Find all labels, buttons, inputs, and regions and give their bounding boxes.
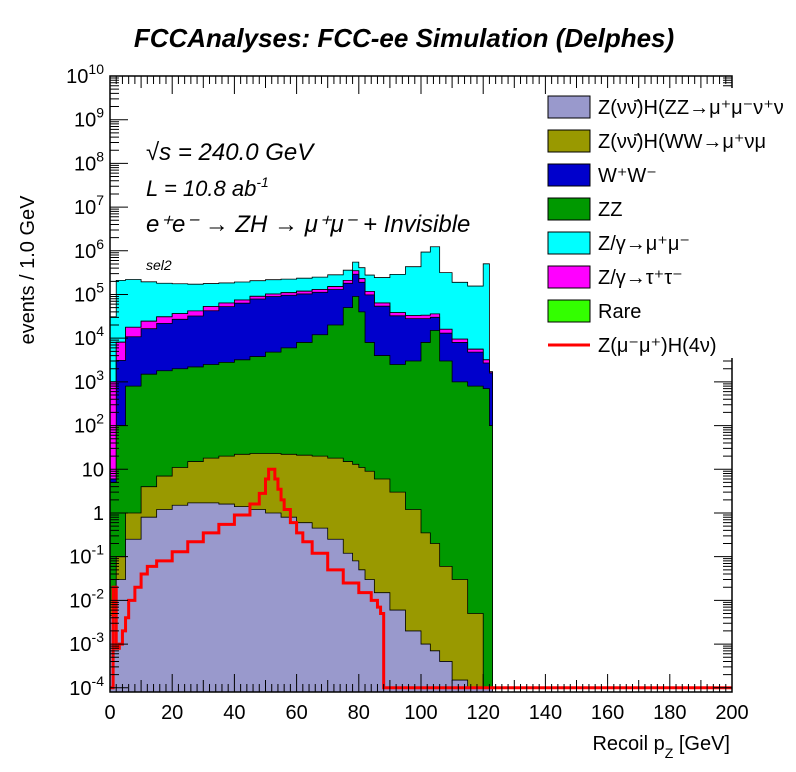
x-tick-label-60: 60 bbox=[285, 702, 307, 724]
lumi-main: L = 10.8 ab bbox=[146, 176, 256, 201]
y-tick-label-7: 103 bbox=[74, 367, 104, 394]
x-tick-label-20: 20 bbox=[161, 702, 183, 724]
x-tick-label-40: 40 bbox=[223, 702, 245, 724]
y-tick-label-2: 10-2 bbox=[69, 585, 104, 612]
x-tick-label-80: 80 bbox=[348, 702, 370, 724]
legend-entry-0: Z(νν̄)H(ZZ→μ⁺μ⁻ν⁺ν bbox=[547, 95, 784, 119]
y-axis-title: events / 1.0 GeV bbox=[17, 195, 39, 345]
x-axis-title-sub: Z bbox=[665, 745, 674, 761]
legend-entry-1: Z(νν̄)H(WW→μ⁺νμ bbox=[547, 129, 766, 153]
legend-entry-5: Z/γ→τ⁺τ⁻ bbox=[547, 265, 683, 289]
x-tick-label-120: 120 bbox=[467, 702, 500, 724]
process-annotation: e⁺e⁻ → ZH → μ⁺μ⁻ + Invisible bbox=[146, 211, 470, 238]
y-tick-label-14: 1010 bbox=[66, 61, 104, 88]
y-tick-label-1: 10-3 bbox=[69, 629, 104, 656]
legend-label-5: Z/γ→τ⁺τ⁻ bbox=[598, 267, 683, 289]
legend-entry-2: W⁺W⁻ bbox=[547, 163, 657, 187]
x-tick-label-160: 160 bbox=[591, 702, 624, 724]
legend-swatch-6 bbox=[547, 299, 591, 323]
x-axis-title-main: Recoil p bbox=[592, 733, 664, 755]
legend-entry-6: Rare bbox=[547, 299, 641, 323]
legend-swatch-4 bbox=[547, 231, 591, 255]
legend-entry-4: Z/γ→μ⁺μ⁻ bbox=[547, 231, 690, 255]
x-tick-label-0: 0 bbox=[104, 702, 115, 724]
legend-swatch-5 bbox=[547, 265, 591, 289]
legend-swatch-2 bbox=[547, 163, 591, 187]
legend-label-3: ZZ bbox=[598, 199, 622, 221]
legend-swatch-0 bbox=[547, 95, 591, 119]
chart-title: FCCAnalyses: FCC-ee Simulation (Delphes) bbox=[134, 23, 674, 53]
legend-label-2: W⁺W⁻ bbox=[598, 165, 657, 187]
legend-label-4: Z/γ→μ⁺μ⁻ bbox=[598, 233, 690, 255]
stack-layer-1 bbox=[109, 502, 493, 693]
signal-layer bbox=[110, 467, 732, 690]
x-axis-title-unit: [GeV] bbox=[673, 733, 730, 755]
y-tick-label-12: 108 bbox=[74, 148, 104, 175]
y-tick-label-6: 102 bbox=[74, 411, 104, 438]
sqrt-symbol: √ bbox=[146, 139, 160, 166]
sqrt-s-text: s = 240.0 GeV bbox=[159, 139, 315, 166]
x-tick-label-140: 140 bbox=[529, 702, 562, 724]
plot-area bbox=[109, 246, 493, 693]
selection-annotation: sel2 bbox=[146, 257, 172, 273]
legend-entry-7: Z(μ⁻μ⁺)H(4ν) bbox=[548, 335, 717, 357]
y-tick-label-8: 104 bbox=[74, 323, 104, 350]
y-tick-label-13: 109 bbox=[74, 105, 104, 132]
y-tick-label-9: 105 bbox=[74, 279, 104, 306]
x-tick-label-100: 100 bbox=[404, 702, 437, 724]
x-tick-label-200: 200 bbox=[715, 702, 748, 724]
legend-label-0: Z(νν̄)H(ZZ→μ⁺μ⁻ν⁺ν bbox=[598, 97, 784, 119]
y-tick-label-5: 10 bbox=[82, 459, 104, 481]
legend-label-6: Rare bbox=[598, 301, 641, 323]
legend-label-7: Z(μ⁻μ⁺)H(4ν) bbox=[598, 335, 717, 357]
lumi-annotation: L = 10.8 ab-1 bbox=[146, 174, 269, 201]
legend-swatch-3 bbox=[547, 197, 591, 221]
y-tick-label-11: 107 bbox=[74, 192, 104, 219]
x-tick-labels: 0 20 40 60 80 100 120 140 160 180 200 bbox=[104, 702, 748, 724]
legend: Z(νν̄)H(ZZ→μ⁺μ⁻ν⁺ν Z(νν̄)H(WW→μ⁺νμ W⁺W⁻ ZZ Z… bbox=[546, 88, 796, 358]
legend-swatch-1 bbox=[547, 129, 591, 153]
y-tick-label-4: 1 bbox=[93, 503, 104, 525]
sqrt-s-annotation: √s = 240.0 GeV bbox=[146, 139, 315, 166]
signal-line bbox=[110, 467, 732, 690]
legend-entry-3: ZZ bbox=[547, 197, 622, 221]
lumi-exp: -1 bbox=[256, 174, 268, 190]
y-tick-labels: 10-4 10-3 10-2 10-1 1 10 102 103 104 105 106 107 108… bbox=[66, 61, 104, 700]
x-tick-label-180: 180 bbox=[653, 702, 686, 724]
y-tick-label-0: 10-4 bbox=[69, 673, 104, 700]
y-tick-label-10: 106 bbox=[74, 236, 104, 263]
y-tick-label-3: 10-1 bbox=[69, 542, 104, 569]
legend-label-1: Z(νν̄)H(WW→μ⁺νμ bbox=[598, 131, 766, 153]
x-axis-title: Recoil pZ [GeV] bbox=[592, 733, 730, 761]
